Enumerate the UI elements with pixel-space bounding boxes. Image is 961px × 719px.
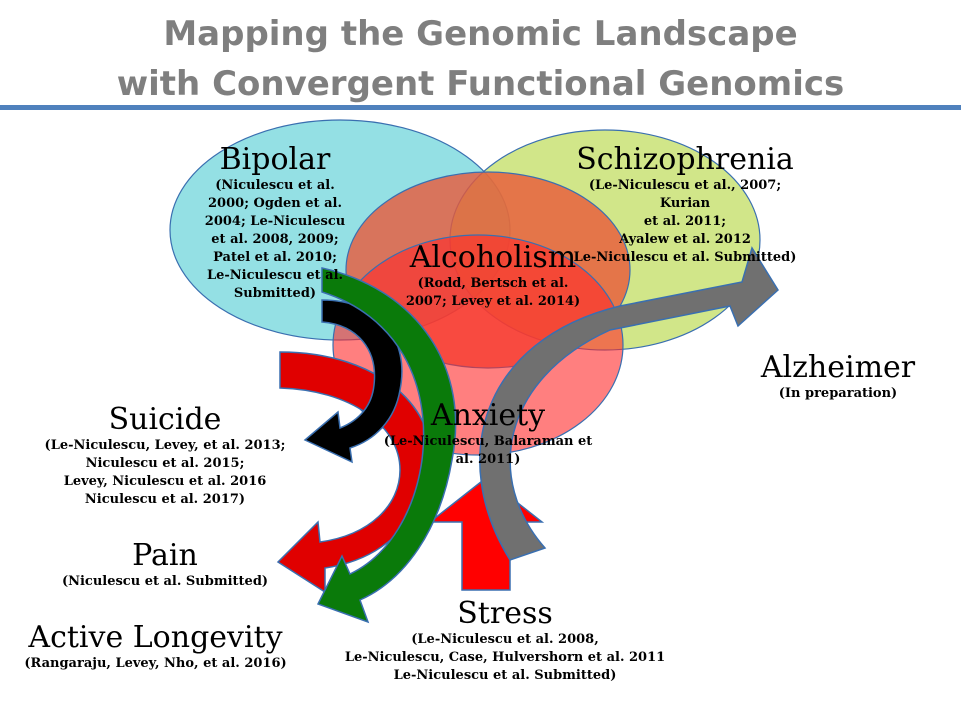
- bipolar-label: Bipolar (Niculescu et al. 2000; Ogden et…: [200, 142, 350, 303]
- alcoholism-name: Alcoholism: [409, 240, 577, 275]
- schizophrenia-label: Schizophrenia (Le-Niculescu et al., 2007…: [565, 142, 805, 267]
- suicide-citation: (Le-Niculescu, Levey, et al. 2013; Nicul…: [44, 438, 286, 507]
- schizophrenia-name: Schizophrenia: [576, 142, 794, 177]
- title-line-2: with Convergent Functional Genomics: [116, 64, 845, 104]
- bipolar-citation: (Niculescu et al. 2000; Ogden et al. 200…: [204, 178, 346, 301]
- alzheimer-arrow: [479, 246, 779, 561]
- anxiety-name: Anxiety: [430, 398, 546, 433]
- anxiety-label: Anxiety (Le-Niculescu, Balaraman et al. …: [378, 398, 598, 469]
- title-divider: [0, 105, 961, 110]
- longevity-citation: (Rangaraju, Levey, Nho, et al. 2016): [24, 656, 287, 671]
- longevity-name: Active Longevity: [28, 620, 283, 655]
- schizophrenia-citation: (Le-Niculescu et al., 2007; Kurian et al…: [573, 178, 797, 265]
- suicide-name: Suicide: [108, 402, 222, 437]
- bipolar-name: Bipolar: [219, 142, 331, 177]
- suicide-label: Suicide (Le-Niculescu, Levey, et al. 201…: [40, 402, 290, 509]
- pain-citation: (Niculescu et al. Submitted): [61, 574, 269, 589]
- title-line-1: Mapping the Genomic Landscape: [163, 14, 798, 54]
- stress-name: Stress: [457, 596, 553, 631]
- longevity-arrow: [316, 267, 457, 624]
- alzheimer-citation: (In preparation): [778, 386, 898, 401]
- longevity-label: Active Longevity (Rangaraju, Levey, Nho,…: [18, 620, 293, 673]
- alcoholism-label: Alcoholism (Rodd, Bertsch et al. 2007; L…: [398, 240, 588, 311]
- pain-label: Pain (Niculescu et al. Submitted): [55, 538, 275, 591]
- alzheimer-label: Alzheimer (In preparation): [748, 350, 928, 403]
- anxiety-citation: (Le-Niculescu, Balaraman et al. 2011): [383, 434, 593, 467]
- stress-citation: (Le-Niculescu et al. 2008, Le-Niculescu,…: [344, 632, 666, 683]
- pain-name: Pain: [132, 538, 198, 573]
- alzheimer-name: Alzheimer: [760, 350, 916, 385]
- alcoholism-citation: (Rodd, Bertsch et al. 2007; Levey et al.…: [405, 276, 581, 309]
- stress-label: Stress (Le-Niculescu et al. 2008, Le-Nic…: [335, 596, 675, 685]
